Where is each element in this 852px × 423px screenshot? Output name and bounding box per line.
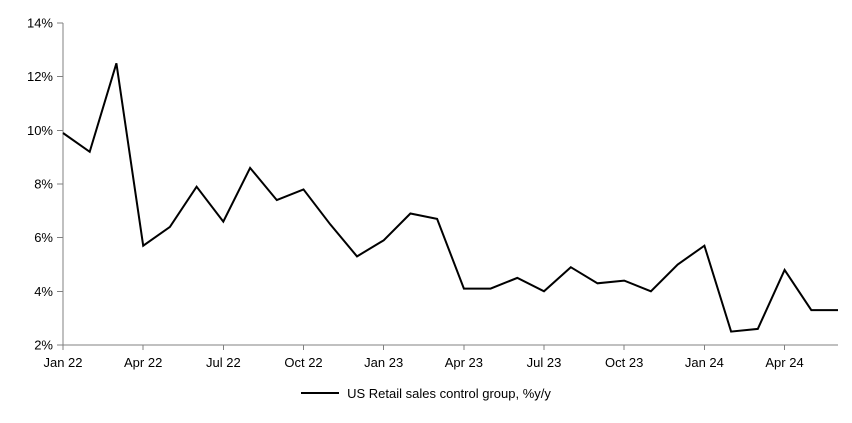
svg-text:Apr 22: Apr 22: [124, 355, 162, 370]
svg-text:Jul 22: Jul 22: [206, 355, 241, 370]
svg-text:Jan 23: Jan 23: [364, 355, 403, 370]
svg-text:Jul 23: Jul 23: [527, 355, 562, 370]
svg-text:8%: 8%: [34, 177, 53, 192]
svg-text:Jan 24: Jan 24: [685, 355, 724, 370]
legend-label: US Retail sales control group, %y/y: [347, 385, 551, 401]
svg-text:10%: 10%: [27, 123, 53, 138]
svg-text:6%: 6%: [34, 230, 53, 245]
svg-text:Oct 23: Oct 23: [605, 355, 643, 370]
svg-text:2%: 2%: [34, 338, 53, 353]
svg-text:12%: 12%: [27, 69, 53, 84]
svg-text:4%: 4%: [34, 284, 53, 299]
svg-text:Oct 22: Oct 22: [284, 355, 322, 370]
line-chart-canvas: 2% 4% 6% 8% 10% 12% 14% Jan 22 Apr 22 Jul 22 Oct 2…: [27, 16, 838, 370]
svg-text:Jan 22: Jan 22: [43, 355, 82, 370]
legend-line-swatch: [301, 392, 340, 394]
svg-text:14%: 14%: [27, 16, 53, 31]
svg-text:Apr 23: Apr 23: [445, 355, 483, 370]
svg-text:Apr 24: Apr 24: [765, 355, 803, 370]
chart-legend: US Retail sales control group, %y/y: [0, 382, 852, 404]
